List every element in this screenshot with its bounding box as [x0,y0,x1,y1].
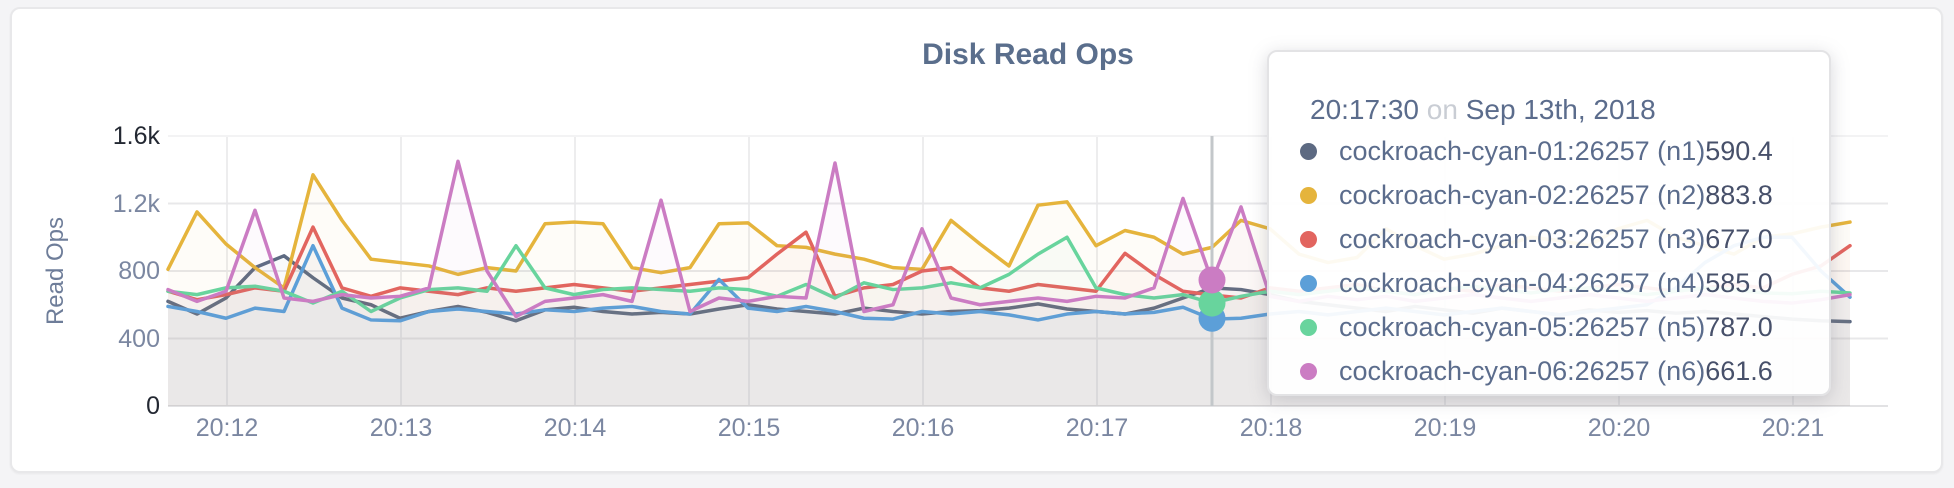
x-tick-label: 20:17 [1065,414,1129,442]
tooltip-series-value: 661.6 [1705,355,1773,386]
x-tick-label: 20:12 [195,414,259,442]
x-tick-label: 20:21 [1761,414,1825,442]
y-tick-label: 0 [146,392,160,420]
tooltip-time: 20:17:30 [1310,94,1419,125]
tooltip-timestamp: 20:17:30 on Sep 13th, 2018 [1310,93,1829,127]
tooltip-date: Sep 13th, 2018 [1465,94,1656,125]
tooltip-series-row: cockroach-cyan-01:26257 (n1) 590.4 [1269,129,1829,173]
tooltip-series-value: 590.4 [1705,135,1773,166]
tooltip-series-name: cockroach-cyan-06:26257 (n6) [1339,355,1706,386]
x-tick-label: 20:19 [1413,414,1477,442]
tooltip-series-name: cockroach-cyan-02:26257 (n2) [1339,179,1706,210]
series-color-dot [1300,186,1317,204]
hover-tooltip: 20:17:30 on Sep 13th, 2018 cockroach-cya… [1267,50,1831,396]
tooltip-series-value: 585.0 [1705,267,1773,298]
y-tick-label: 800 [118,257,160,285]
hover-dot-n5 [1198,289,1226,317]
tooltip-series-name: cockroach-cyan-03:26257 (n3) [1339,223,1706,254]
series-color-dot [1300,142,1317,160]
series-color-dot [1300,230,1317,248]
tooltip-series-row: cockroach-cyan-04:26257 (n4) 585.0 [1269,261,1829,305]
x-tick-label: 20:16 [891,414,955,442]
y-tick-label: 1.2k [112,189,160,218]
tooltip-series-value: 787.0 [1705,311,1773,342]
tooltip-rows: cockroach-cyan-01:26257 (n1) 590.4 cockroa… [1269,129,1829,393]
tooltip-series-row: cockroach-cyan-06:26257 (n6) 661.6 [1269,349,1829,393]
tooltip-series-row: cockroach-cyan-05:26257 (n5) 787.0 [1269,305,1829,349]
tooltip-series-row: cockroach-cyan-03:26257 (n3) 677.0 [1269,217,1829,261]
chart-title: Disk Read Ops [922,38,1134,71]
tooltip-on-word: on [1426,94,1458,125]
tooltip-series-value: 677.0 [1705,223,1773,254]
series-color-dot [1300,274,1317,292]
y-tick-label: 1.6k [112,122,160,150]
hover-marker [1198,136,1226,406]
x-tick-label: 20:14 [543,414,607,442]
x-tick-label: 20:18 [1239,414,1303,442]
tooltip-series-name: cockroach-cyan-01:26257 (n1) [1339,135,1706,166]
series-color-dot [1300,318,1317,336]
x-tick-label: 20:20 [1587,414,1651,442]
tooltip-series-value: 883.8 [1705,179,1773,210]
tooltip-series-name: cockroach-cyan-05:26257 (n5) [1339,311,1706,342]
tooltip-series-row: cockroach-cyan-02:26257 (n2) 883.8 [1269,173,1829,217]
series-color-dot [1300,362,1317,380]
hover-dot-n6 [1198,266,1226,294]
x-tick-label: 20:15 [717,414,781,442]
tooltip-series-name: cockroach-cyan-04:26257 (n4) [1339,267,1706,298]
x-tick-label: 20:13 [369,414,433,442]
y-tick-label: 400 [118,324,160,353]
